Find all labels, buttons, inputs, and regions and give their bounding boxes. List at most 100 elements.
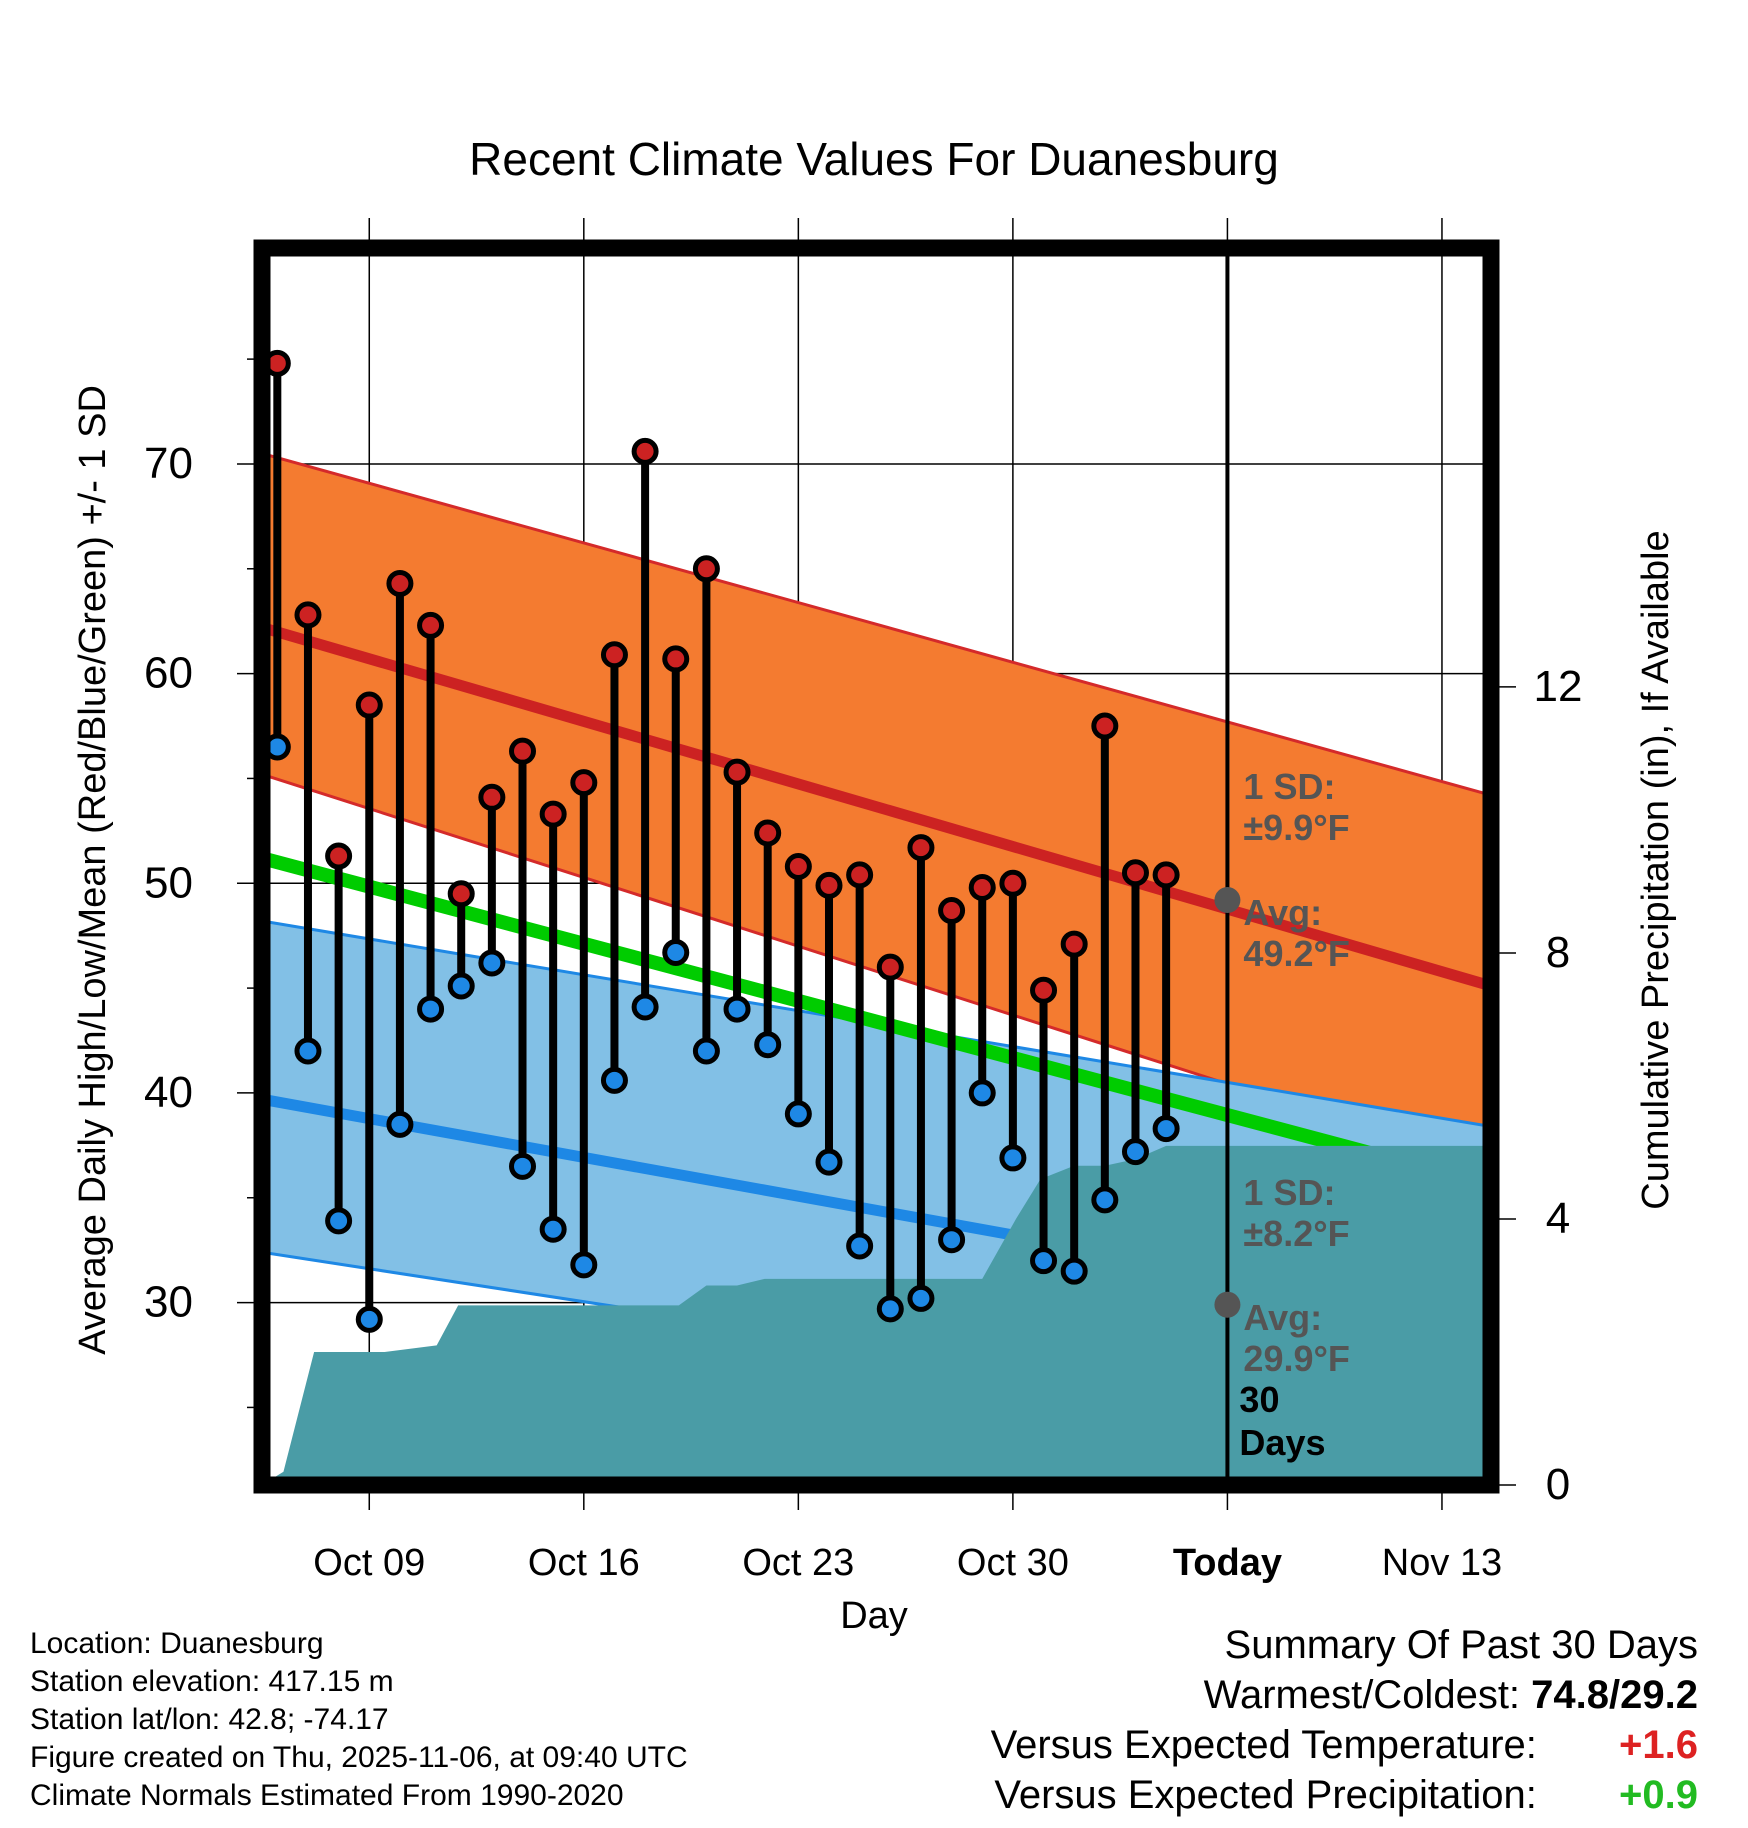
warm-cold-label: Warmest/Coldest: — [1203, 1673, 1521, 1717]
chart-title: Recent Climate Values For Duanesburg — [469, 133, 1279, 185]
x-tick-label: Oct 30 — [957, 1542, 1069, 1584]
high-sd-band-upper-edge — [262, 452, 1491, 797]
y-axis-label: Average Daily High/Low/Mean (Red/Blue/Gr… — [72, 385, 114, 1355]
high-point — [600, 641, 628, 669]
high-point — [631, 437, 659, 465]
high-point — [968, 873, 996, 901]
today-high-avg-marker — [1214, 887, 1241, 914]
high-point — [325, 842, 353, 870]
low-point — [784, 1100, 812, 1128]
summary-title: Summary Of Past 30 Days — [1224, 1623, 1698, 1667]
high-point — [784, 853, 812, 880]
high-point — [478, 783, 506, 811]
info-elevation: Station elevation: 417.15 m — [30, 1665, 394, 1698]
temp-label: Versus Expected Temperature: — [990, 1723, 1537, 1767]
low-point — [478, 949, 506, 977]
high-sd-value: ±9.9°F — [1243, 807, 1349, 848]
low-point — [1030, 1247, 1058, 1275]
high-sd-label: 1 SD: — [1243, 766, 1335, 807]
high-point — [1030, 976, 1058, 1004]
high-point — [1091, 712, 1119, 740]
temp-anomaly-value: +1.6 — [1619, 1723, 1698, 1767]
high-point — [815, 871, 843, 899]
high-point — [876, 953, 904, 981]
high-point — [846, 861, 874, 889]
high-point — [938, 897, 966, 925]
x-tick-label: Oct 09 — [313, 1542, 425, 1584]
x-tick-label: Today — [1173, 1542, 1282, 1584]
today-low-avg-marker — [1214, 1291, 1241, 1318]
low-point — [723, 995, 751, 1023]
low-point — [325, 1207, 353, 1235]
high-point — [1121, 859, 1149, 887]
y2-tick-label: 12 — [1534, 662, 1583, 711]
high-point — [1152, 861, 1180, 889]
low-point — [570, 1251, 598, 1279]
y-tick-label: 50 — [144, 858, 193, 907]
low-point — [1152, 1115, 1180, 1143]
warm-cold-value: 74.8/29.2 — [1531, 1673, 1698, 1717]
low-point — [631, 993, 659, 1021]
precip-anomaly-value: +0.9 — [1619, 1773, 1698, 1817]
summary-panel: Summary Of Past 30 Days Warmest/Coldest:… — [991, 1620, 1698, 1820]
window-label-number: 30 — [1239, 1379, 1279, 1420]
x-tick-label: Nov 13 — [1382, 1542, 1502, 1584]
low-point — [509, 1152, 537, 1180]
y2-tick-label: 0 — [1546, 1460, 1570, 1509]
low-point — [968, 1079, 996, 1107]
y-tick-label: 60 — [144, 649, 193, 698]
low-avg-value: 29.9°F — [1243, 1338, 1349, 1379]
high-point — [662, 645, 690, 673]
low-point — [846, 1232, 874, 1260]
high-point — [692, 555, 720, 583]
precip-area — [262, 1145, 1491, 1485]
info-normals: Climate Normals Estimated From 1990-2020 — [30, 1779, 624, 1812]
low-point — [600, 1066, 628, 1094]
high-point — [723, 758, 751, 786]
low-point — [539, 1215, 567, 1243]
low-point — [907, 1284, 935, 1312]
low-point — [754, 1031, 782, 1059]
summary-precip: Versus Expected Precipitation: +0.9 — [991, 1770, 1698, 1820]
y-tick-label: 40 — [144, 1068, 193, 1117]
info-location: Location: Duanesburg — [30, 1627, 324, 1660]
low-point — [999, 1144, 1027, 1172]
high-point — [539, 800, 567, 828]
y2-tick-label: 8 — [1546, 928, 1570, 977]
low-point — [294, 1037, 322, 1065]
low-point — [1121, 1138, 1149, 1166]
high-point — [386, 569, 414, 597]
summary-warm-cold: Warmest/Coldest: 74.8/29.2 — [991, 1670, 1698, 1720]
info-latlon: Station lat/lon: 42.8; -74.17 — [30, 1703, 389, 1736]
high-point — [570, 769, 598, 797]
high-point — [754, 819, 782, 847]
low-point — [662, 938, 690, 966]
low-sd-value: ±8.2°F — [1243, 1213, 1349, 1254]
window-label-days: Days — [1239, 1422, 1325, 1463]
low-avg-label: Avg: — [1243, 1297, 1322, 1338]
high-avg-label: Avg: — [1243, 892, 1322, 933]
plot-frame — [253, 239, 1500, 1494]
high-point — [509, 737, 537, 765]
normal-mean-line — [262, 851, 1491, 1192]
summary-temp: Versus Expected Temperature: +1.6 — [991, 1720, 1698, 1770]
station-info: Location: Duanesburg Station elevation: … — [30, 1625, 688, 1815]
x-tick-label: Oct 16 — [528, 1542, 640, 1584]
y2-tick-label: 4 — [1546, 1194, 1570, 1243]
low-point — [692, 1037, 720, 1065]
low-point — [876, 1295, 904, 1323]
high-point — [355, 691, 383, 719]
low-point — [1091, 1186, 1119, 1214]
precip-label: Versus Expected Precipitation: — [994, 1773, 1537, 1817]
info-created: Figure created on Thu, 2025-11-06, at 09… — [30, 1741, 688, 1774]
high-point — [1060, 930, 1088, 958]
high-point — [417, 611, 445, 639]
low-point — [386, 1110, 414, 1138]
high-point — [447, 880, 475, 908]
x-tick-label: Oct 23 — [742, 1542, 854, 1584]
normal-high-line — [262, 622, 1491, 992]
y-tick-label: 30 — [144, 1278, 193, 1327]
low-point — [1060, 1257, 1088, 1285]
high-point — [294, 601, 322, 629]
